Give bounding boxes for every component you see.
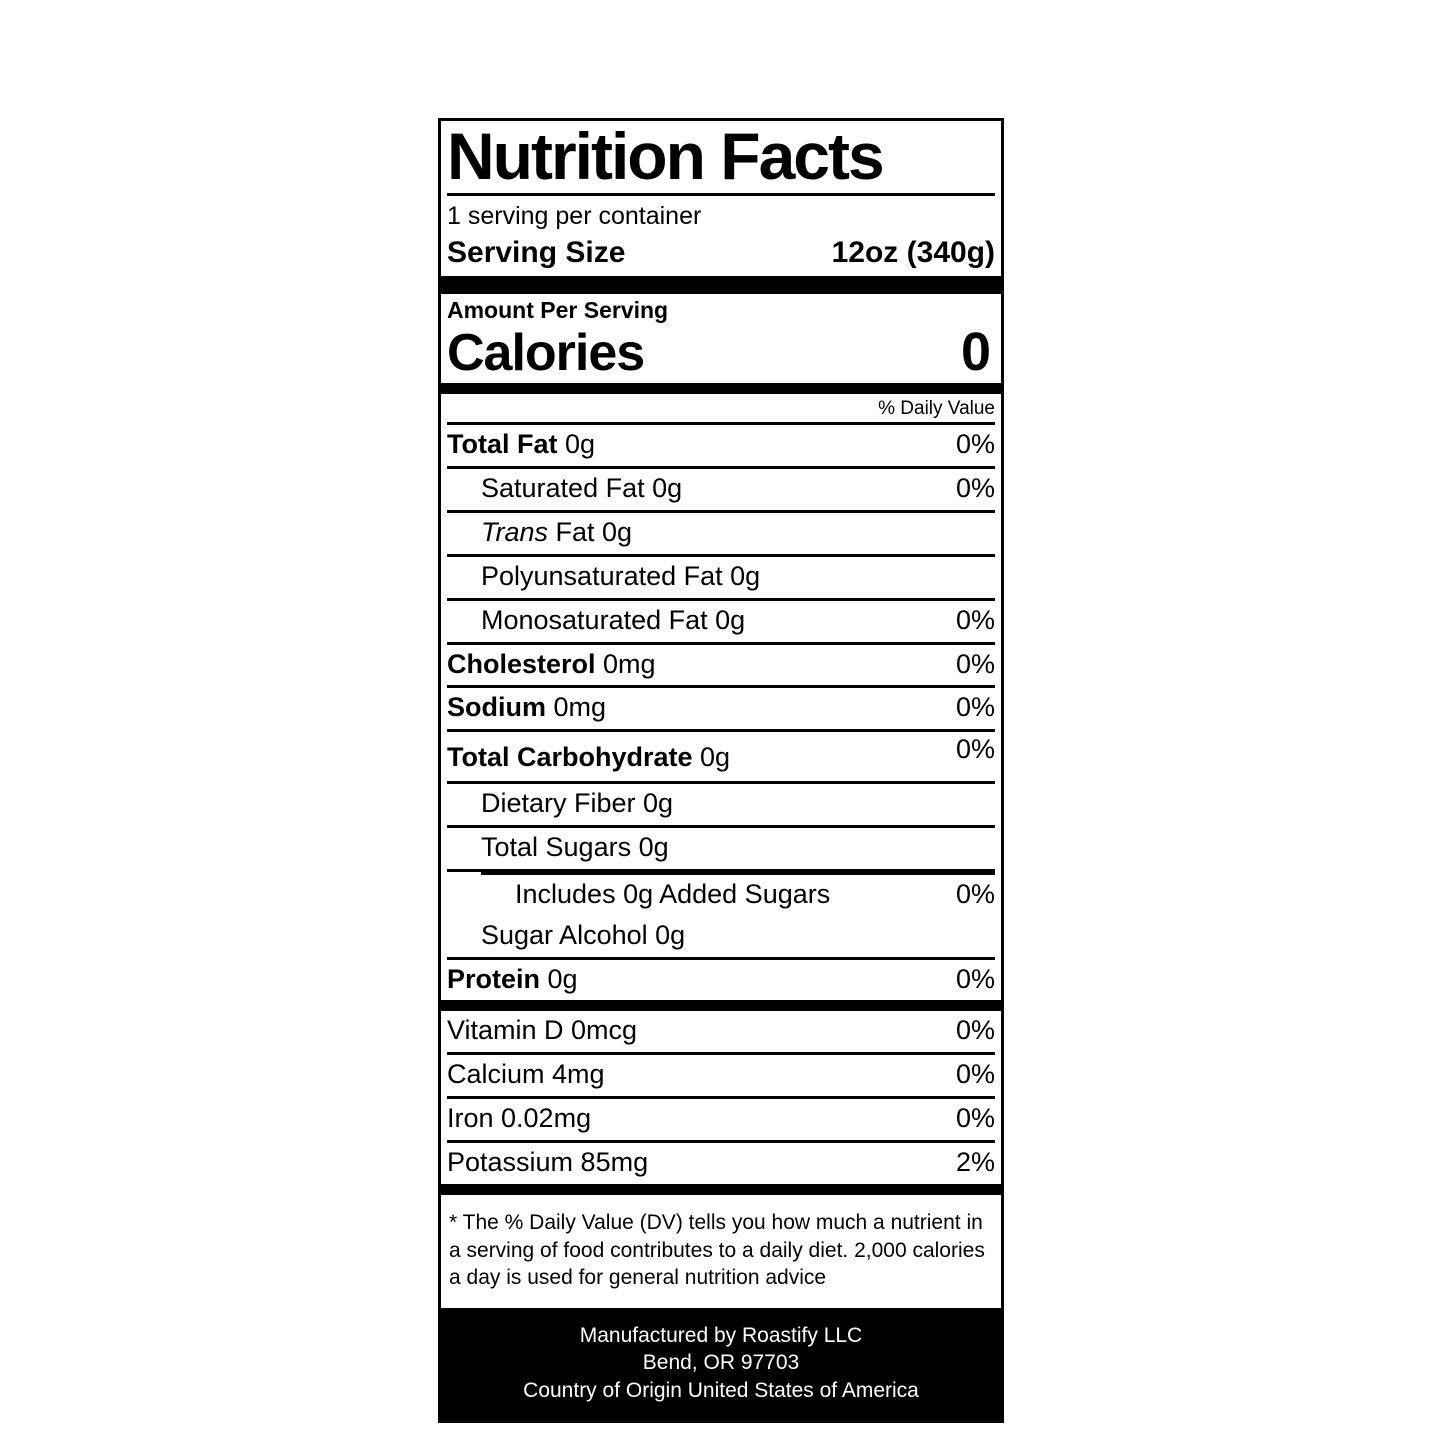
vitamin-daily-value: 0% — [955, 1015, 995, 1046]
nutrient-daily-value: 0% — [955, 429, 995, 460]
vitamin-name: Iron 0.02mg — [447, 1103, 592, 1134]
calories-section: Amount Per Serving Calories 0 — [441, 294, 1001, 383]
nutrient-list: Total Fat 0g 0% Saturated Fat 0g 0% Trans Fa… — [441, 425, 1001, 1000]
vitamin-name: Vitamin D 0mcg — [447, 1015, 638, 1046]
nutrient-name-bold: Total Fat — [447, 429, 558, 460]
nutrient-row: Dietary Fiber 0g — [447, 784, 995, 828]
nutrient-name: Total Sugars 0g — [481, 831, 669, 862]
vitamin-list: Vitamin D 0mcg 0% Calcium 4mg 0% Iron 0.02mg… — [441, 1011, 1001, 1183]
daily-value-header-wrap: % Daily Value — [441, 394, 1001, 426]
nutrient-name-bold: Cholesterol — [447, 648, 596, 679]
nutrient-name-bold: Protein — [447, 963, 541, 994]
nutrient-name: Total Fat 0g — [447, 429, 596, 460]
serving-size-row: Serving Size 12oz (340g) — [447, 233, 995, 276]
nutrient-daily-value: 0% — [955, 473, 995, 504]
added-sugars-divider — [481, 871, 995, 875]
nutrient-row: Total Fat 0g 0% — [447, 425, 995, 470]
vitamin-daily-value: 0% — [955, 1103, 995, 1134]
nutrient-name: Saturated Fat 0g — [481, 473, 683, 504]
nutrient-name: Dietary Fiber 0g — [481, 788, 674, 819]
nutrient-name: Protein 0g — [447, 963, 578, 994]
vitamin-daily-value: 0% — [955, 1059, 995, 1090]
section-divider-medium — [441, 383, 1001, 395]
nutrient-name: Sugar Alcohol 0g — [481, 919, 686, 950]
nutrient-row: Saturated Fat 0g 0% — [447, 469, 995, 513]
nutrient-daily-value: 0% — [955, 878, 995, 909]
nutrient-name: Includes 0g Added Sugars — [515, 878, 831, 909]
nutrient-row: Cholesterol 0mg 0% — [447, 645, 995, 689]
serving-size-value: 12oz (340g) — [831, 236, 995, 270]
daily-value-header: % Daily Value — [447, 394, 995, 426]
vitamin-row: Calcium 4mg 0% — [447, 1055, 995, 1100]
nutrient-row: Polyunsaturated Fat 0g — [447, 557, 995, 601]
nutrient-row: Protein 0g 0% — [447, 960, 995, 1001]
calories-value: 0 — [960, 321, 991, 382]
vitamin-row: Vitamin D 0mcg 0% — [447, 1011, 995, 1056]
nutrient-row: Trans Fat 0g — [447, 513, 995, 557]
vitamin-row: Potassium 85mg 2% — [447, 1143, 995, 1184]
servings-per-container: 1 serving per container — [447, 202, 702, 230]
nutrient-name-italic: Trans — [481, 516, 549, 547]
nutrient-row: Sodium 0mg 0% — [447, 688, 995, 733]
nutrition-facts-label: Nutrition Facts 1 serving per container … — [438, 118, 1004, 1423]
calories-row: Calories 0 — [447, 321, 995, 384]
vitamin-name: Potassium 85mg — [447, 1146, 649, 1177]
vitamin-name: Calcium 4mg — [447, 1059, 605, 1090]
nutrient-name-bold: Total Carbohydrate — [447, 742, 693, 773]
nutrient-daily-value: 0% — [955, 648, 995, 679]
page-title: Nutrition Facts — [447, 121, 995, 196]
nutrient-daily-value: 0% — [955, 963, 995, 994]
section-divider-footnote — [441, 1183, 1001, 1195]
footnote-text: * The % Daily Value (DV) tells you how m… — [449, 1210, 985, 1290]
servings-section: 1 serving per container Serving Size 12o… — [441, 196, 1001, 276]
nutrient-daily-value: 0% — [955, 692, 995, 723]
nutrient-row: Includes 0g Added Sugars 0% — [447, 875, 995, 916]
nutrient-name: Polyunsaturated Fat 0g — [481, 560, 761, 591]
serving-size-label: Serving Size — [447, 236, 626, 270]
nutrient-row: Sugar Alcohol 0g — [447, 916, 995, 960]
manufacturer-line: Bend, OR 97703 — [642, 1351, 800, 1375]
nutrient-name-bold: Sodium — [447, 692, 546, 723]
vitamin-row: Iron 0.02mg 0% — [447, 1099, 995, 1143]
section-divider-vitamins — [441, 1000, 1001, 1012]
calories-label: Calories — [447, 323, 645, 382]
label-header: Nutrition Facts — [441, 121, 1001, 196]
manufacturer-line: Manufactured by Roastify LLC — [579, 1324, 863, 1347]
nutrient-row: Total Carbohydrate 0g 0% — [447, 732, 995, 785]
section-divider-thick — [441, 276, 1001, 295]
daily-value-footnote: * The % Daily Value (DV) tells you how m… — [447, 1195, 995, 1308]
amount-per-serving-label: Amount Per Serving — [447, 297, 669, 324]
nutrient-name: Sodium 0mg — [447, 692, 607, 723]
nutrient-daily-value: 0% — [955, 604, 995, 635]
nutrient-row: Total Sugars 0g — [447, 828, 995, 872]
manufacturer-line: Country of Origin United States of Ameri… — [523, 1378, 919, 1402]
nutrient-row: Monosaturated Fat 0g 0% — [447, 601, 995, 645]
vitamin-daily-value: 2% — [955, 1146, 995, 1177]
nutrient-name: Trans Fat 0g — [481, 516, 633, 547]
nutrient-daily-value: 0% — [955, 734, 995, 765]
manufacturer-block: Manufactured by Roastify LLC Bend, OR 977… — [441, 1308, 1001, 1420]
nutrient-name: Cholesterol 0mg — [447, 648, 656, 679]
nutrient-name: Monosaturated Fat 0g — [481, 604, 746, 635]
nutrient-name: Total Carbohydrate 0g — [447, 742, 731, 773]
footnote-section: * The % Daily Value (DV) tells you how m… — [441, 1195, 1001, 1308]
